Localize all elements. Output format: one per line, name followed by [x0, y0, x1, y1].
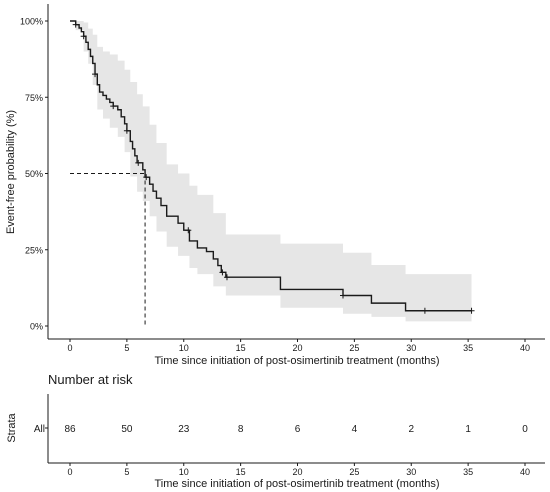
- censor-mark: [123, 127, 130, 134]
- survival-plot-panel: 0% 25% 50% 75% 100% 0 5 10 15 20 25 30 35 40 Event-f…: [5, 4, 545, 367]
- y-tick-label: 75%: [25, 93, 43, 103]
- risk-count: 2: [408, 424, 414, 435]
- risk-count: 4: [352, 424, 358, 435]
- x-ticks-layer: 0 5 10 15 20 25 30 35 40: [67, 339, 530, 353]
- median-guide-layer: [70, 173, 146, 326]
- risk-table-row-label: All: [34, 424, 45, 435]
- x-tick-label: 10: [179, 343, 189, 353]
- risk-x-tick-label: 25: [349, 467, 359, 477]
- risk-x-tick-label: 20: [292, 467, 302, 477]
- censor-marks-layer: [72, 21, 475, 314]
- censor-mark: [72, 21, 79, 28]
- risk-table-panel: Number at risk Strata All 86 50 23 8 6 4 2 1 0 0…: [6, 372, 545, 490]
- y-tick-label: 0%: [30, 322, 43, 332]
- risk-x-tick-label: 35: [463, 467, 473, 477]
- confidence-band: [70, 21, 472, 322]
- censor-mark: [340, 292, 346, 299]
- censor-mark: [92, 71, 99, 78]
- y-tick-label: 100%: [20, 17, 43, 27]
- y-ticks-layer: 0% 25% 50% 75% 100%: [20, 17, 48, 332]
- risk-count: 86: [64, 424, 76, 435]
- risk-table-title: Number at risk: [48, 372, 133, 387]
- x-tick-label: 5: [124, 343, 129, 353]
- risk-x-tick-label: 40: [520, 467, 530, 477]
- risk-x-axis-title: Time since initiation of post-osimertini…: [154, 478, 439, 490]
- survival-curve: [70, 20, 472, 312]
- y-axis-title: Event-free probability (%): [5, 110, 17, 234]
- risk-table-strata-label: Strata: [6, 412, 18, 442]
- x-axis-title: Time since initiation of post-osimertini…: [154, 355, 439, 367]
- risk-count: 1: [465, 424, 471, 435]
- risk-count: 0: [522, 424, 528, 435]
- risk-x-tick-label: 15: [236, 467, 246, 477]
- censor-mark: [80, 33, 87, 40]
- censor-mark: [110, 103, 117, 110]
- censor-mark: [185, 227, 192, 234]
- risk-count: 23: [178, 424, 190, 435]
- risk-count: 6: [295, 424, 301, 435]
- censor-mark: [219, 269, 226, 276]
- risk-values-layer: 86 50 23 8 6 4 2 1 0: [64, 424, 528, 435]
- censor-mark: [421, 307, 428, 314]
- risk-count: 8: [238, 424, 244, 435]
- survival-curve-layer: [70, 20, 472, 312]
- y-tick-label: 25%: [25, 245, 43, 255]
- risk-x-ticks-layer: 0 5 10 15 20 25 30 35 40: [67, 463, 530, 477]
- risk-count: 50: [121, 424, 133, 435]
- censor-mark: [135, 159, 142, 166]
- censor-mark: [143, 174, 150, 181]
- risk-x-tick-label: 5: [124, 467, 129, 477]
- censor-mark: [468, 307, 475, 314]
- x-tick-label: 30: [406, 343, 416, 353]
- risk-x-tick-label: 0: [67, 467, 72, 477]
- risk-x-tick-label: 10: [179, 467, 189, 477]
- censor-mark: [223, 274, 230, 281]
- x-tick-label: 40: [520, 343, 530, 353]
- confidence-band-layer: [70, 21, 472, 322]
- x-tick-label: 20: [292, 343, 302, 353]
- x-tick-label: 35: [463, 343, 473, 353]
- y-tick-label: 50%: [25, 169, 43, 179]
- x-tick-label: 25: [349, 343, 359, 353]
- x-tick-label: 0: [67, 343, 72, 353]
- risk-x-tick-label: 30: [406, 467, 416, 477]
- x-tick-label: 15: [236, 343, 246, 353]
